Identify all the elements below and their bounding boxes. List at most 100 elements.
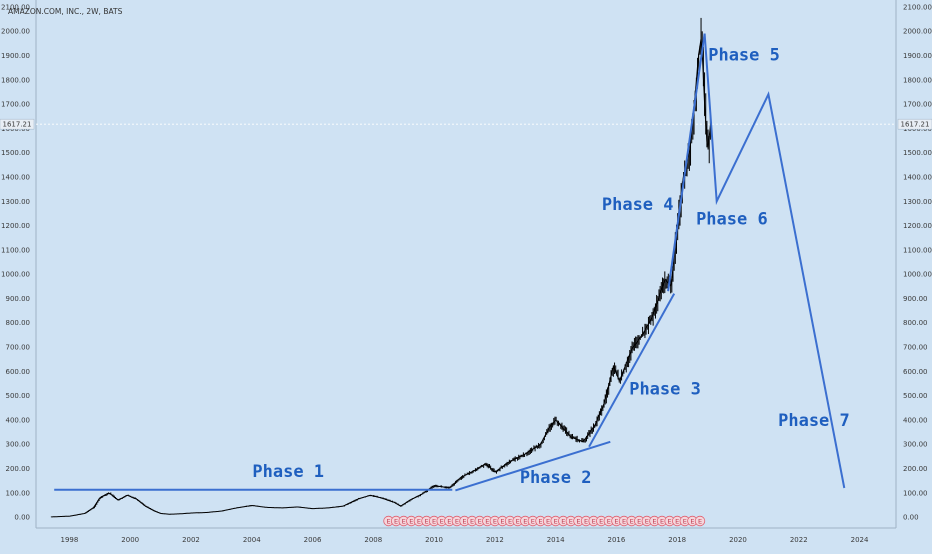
x-tick-label: 2014 <box>547 536 565 544</box>
y-tick-label-left: 2100.00 <box>1 3 30 11</box>
y-tick-label-left: 1100.00 <box>1 246 30 254</box>
earnings-marker-label: E <box>645 518 649 526</box>
chart-title: AMAZON.COM, INC., 2W, BATS <box>8 7 123 16</box>
x-tick-label: 2012 <box>486 536 504 544</box>
earnings-marker-label: E <box>409 518 413 526</box>
x-tick-label: 2002 <box>182 536 200 544</box>
earnings-marker-label: E <box>554 518 558 526</box>
earnings-marker-label: E <box>470 518 474 526</box>
earnings-marker-label: E <box>394 518 398 526</box>
earnings-marker-label: E <box>698 518 702 526</box>
earnings-marker-label: E <box>668 518 672 526</box>
y-tick-label-left: 200.00 <box>6 465 31 473</box>
earnings-marker-label: E <box>500 518 504 526</box>
earnings-marker-label: E <box>386 518 390 526</box>
y-tick-label-right: 1000.00 <box>903 271 932 279</box>
earnings-marker-label: E <box>652 518 656 526</box>
y-tick-label-left: 700.00 <box>6 344 31 352</box>
y-tick-label-left: 900.00 <box>6 295 31 303</box>
y-tick-label-left: 800.00 <box>6 319 31 327</box>
earnings-marker-label: E <box>546 518 550 526</box>
y-tick-label-left: 1500.00 <box>1 149 30 157</box>
earnings-marker-label: E <box>531 518 535 526</box>
earnings-marker-label: E <box>516 518 520 526</box>
y-tick-label-right: 1100.00 <box>903 246 932 254</box>
y-tick-label-left: 1000.00 <box>1 271 30 279</box>
y-tick-label-left: 100.00 <box>6 489 31 497</box>
earnings-marker-label: E <box>630 518 634 526</box>
earnings-marker-label: E <box>569 518 573 526</box>
y-tick-label-left: 1300.00 <box>1 198 30 206</box>
earnings-marker-label: E <box>561 518 565 526</box>
phase-label: Phase 2 <box>520 468 592 488</box>
y-tick-label-right: 400.00 <box>903 416 928 424</box>
y-tick-label-right: 0.00 <box>903 514 919 522</box>
y-tick-label-left: 1800.00 <box>1 76 30 84</box>
earnings-marker-label: E <box>607 518 611 526</box>
x-tick-label: 2020 <box>729 536 747 544</box>
y-tick-label-left: 1900.00 <box>1 52 30 60</box>
x-tick-label: 2018 <box>668 536 686 544</box>
y-tick-label-right: 100.00 <box>903 489 928 497</box>
phase-label: Phase 5 <box>708 45 780 65</box>
y-tick-label-right: 1900.00 <box>903 52 932 60</box>
phase-line <box>455 440 611 492</box>
phase-labels: Phase 1 Phase 2 Phase 3 Phase 4 Phase 5 Phase… <box>252 45 849 488</box>
phase-lines <box>54 33 846 492</box>
earnings-marker-label: E <box>538 518 542 526</box>
y-tick-label-right: 2100.00 <box>903 3 932 11</box>
y-tick-label-right: 300.00 <box>903 441 928 449</box>
y-tick-label-right: 2000.00 <box>903 28 932 36</box>
price-marker-value-right: 1617.21 <box>901 121 930 129</box>
x-tick-label: 2024 <box>851 536 869 544</box>
y-tick-label-right: 1400.00 <box>903 173 932 181</box>
earnings-marker-label: E <box>508 518 512 526</box>
earnings-marker-label: E <box>614 518 618 526</box>
y-tick-label-right: 800.00 <box>903 319 928 327</box>
x-axis: 1998 2000 2002 2004 2006 2008 2010 2012 2014 2016… <box>61 536 869 544</box>
earnings-marker-label: E <box>478 518 482 526</box>
x-tick-label: 2022 <box>790 536 808 544</box>
phase-label: Phase 7 <box>778 411 850 431</box>
y-tick-label-right: 500.00 <box>903 392 928 400</box>
y-tick-label-left: 600.00 <box>6 368 31 376</box>
earnings-marker-label: E <box>523 518 527 526</box>
x-tick-label: 2010 <box>425 536 443 544</box>
x-tick-label: 2000 <box>121 536 139 544</box>
earnings-marker <box>694 515 706 527</box>
earnings-marker-label: E <box>592 518 596 526</box>
x-tick-label: 2008 <box>364 536 382 544</box>
earnings-marker-label: E <box>417 518 421 526</box>
earnings-marker-label: E <box>493 518 497 526</box>
earnings-marker-label: E <box>622 518 626 526</box>
x-tick-label: 2004 <box>243 536 261 544</box>
price-marker-value-left: 1617.21 <box>3 121 32 129</box>
price-line <box>51 38 711 518</box>
x-tick-label: 2006 <box>304 536 322 544</box>
earnings-marker-label: E <box>455 518 459 526</box>
phase-label: Phase 4 <box>602 195 674 215</box>
earnings-marker-label: E <box>432 518 436 526</box>
phase-line <box>667 33 706 292</box>
earnings-marker-label: E <box>440 518 444 526</box>
y-tick-label-right: 1700.00 <box>903 101 932 109</box>
y-tick-label-left: 0.00 <box>14 514 30 522</box>
phase-label: Phase 3 <box>629 379 701 399</box>
y-tick-label-right: 600.00 <box>903 368 928 376</box>
earnings-marker-label: E <box>447 518 451 526</box>
y-tick-label-right: 900.00 <box>903 295 928 303</box>
phase-line <box>703 33 846 489</box>
y-tick-label-left: 400.00 <box>6 416 31 424</box>
earnings-marker-label: E <box>485 518 489 526</box>
phase-label: Phase 6 <box>696 209 768 229</box>
y-tick-label-left: 1400.00 <box>1 173 30 181</box>
price-marker-line: 1617.21 1617.21 <box>0 118 932 130</box>
y-tick-label-right: 1800.00 <box>903 76 932 84</box>
y-tick-label-right: 200.00 <box>903 465 928 473</box>
y-tick-label-left: 2000.00 <box>1 28 30 36</box>
earnings-marker-label: E <box>424 518 428 526</box>
earnings-marker-label: E <box>584 518 588 526</box>
